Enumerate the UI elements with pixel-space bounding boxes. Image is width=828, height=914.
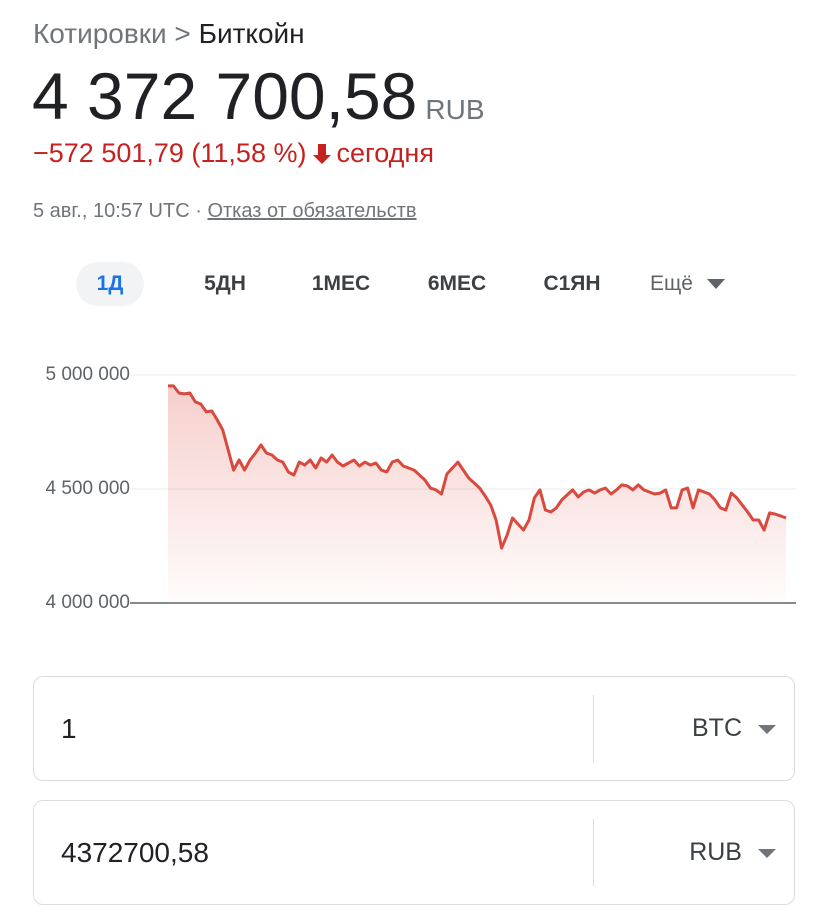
area-fill bbox=[168, 385, 786, 603]
dropdown-caret bbox=[706, 279, 725, 289]
tab[interactable]: 1МЕС bbox=[311, 272, 371, 295]
price-row: 4 372 700,58 RUB bbox=[32, 58, 485, 148]
disclaimer-link[interactable]: Отказ от обязательств bbox=[207, 200, 417, 222]
amount-input[interactable]: 4372700,58 bbox=[61, 837, 209, 868]
change: −572 501,79 (11,58 %) bbox=[33, 138, 307, 168]
currency: RUB bbox=[425, 94, 485, 125]
divider bbox=[593, 819, 594, 886]
unit-select[interactable]: BTC bbox=[692, 714, 742, 742]
tab[interactable]: 1Д bbox=[76, 262, 144, 306]
divider bbox=[593, 695, 594, 762]
tab[interactable]: С1ЯН bbox=[543, 272, 601, 295]
breadcrumb-current: Биткойн bbox=[198, 18, 305, 49]
breadcrumb-parent[interactable]: Котировки > bbox=[33, 18, 191, 49]
unit-select[interactable]: RUB bbox=[689, 838, 742, 866]
converter-row: 4372700,58 RUB bbox=[33, 800, 795, 905]
down-arrow-icon bbox=[313, 143, 332, 164]
meta-row: 5 авг., 10:57 UTC · Отказ от обязательст… bbox=[33, 200, 417, 223]
tab-more-label: Ещё bbox=[650, 272, 693, 295]
converter-row: 1 BTC bbox=[33, 676, 795, 781]
amount-input[interactable]: 1 bbox=[61, 713, 77, 744]
price-line bbox=[168, 384, 787, 550]
y-tick-label: 5 000 000 bbox=[45, 364, 130, 385]
tab-more[interactable]: Ещё bbox=[650, 262, 740, 306]
dropdown-caret bbox=[758, 725, 776, 734]
breadcrumb: Котировки > Биткойн bbox=[33, 18, 305, 50]
y-tick-label: 4 000 000 bbox=[45, 592, 130, 613]
change-period: сегодня bbox=[336, 138, 434, 168]
change-row: −572 501,79 (11,58 %) сегодня bbox=[33, 138, 434, 169]
price: 4 372 700,58 bbox=[32, 59, 418, 133]
separator: · bbox=[195, 200, 202, 222]
tab[interactable]: 6МЕС bbox=[427, 272, 487, 295]
y-tick-label: 4 500 000 bbox=[45, 478, 130, 499]
timestamp: 5 авг., 10:57 UTC bbox=[33, 200, 190, 222]
tab[interactable]: 5ДН bbox=[204, 272, 246, 295]
dropdown-caret bbox=[758, 849, 776, 858]
